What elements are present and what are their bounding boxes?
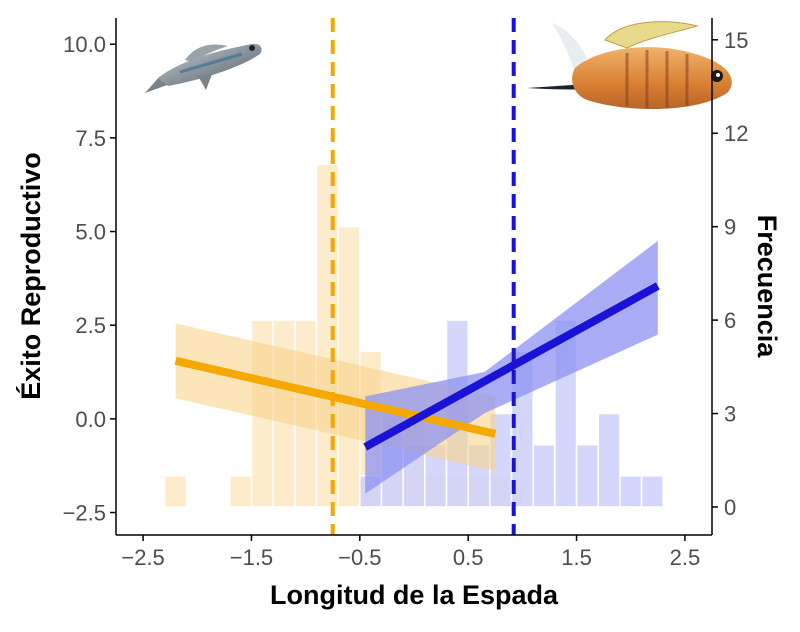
- y-left-tick-label: 5.0: [75, 220, 106, 245]
- y-left-tick-label: −2.5: [63, 501, 106, 526]
- y-right-tick-label: 12: [724, 121, 748, 146]
- x-tick-label: −1.5: [230, 545, 273, 570]
- histogram-bar-1-10: [575, 443, 599, 508]
- histogram-bar-1-13: [640, 475, 664, 508]
- gray-fish-icon: [145, 43, 262, 93]
- fit-lines: [174, 282, 660, 451]
- y-left-tick-label: 0.0: [75, 407, 106, 432]
- x-tick-label: 2.5: [670, 545, 701, 570]
- x-ticks: −2.5 −1.5 −0.5 0.5 1.5 2.5: [121, 535, 700, 570]
- x-tick-label: 0.5: [453, 545, 484, 570]
- histogram-bar-0-1: [229, 475, 253, 508]
- fit-line-1: [363, 282, 660, 451]
- y-right-ticks: 0 3 6 9 12 15: [712, 28, 748, 520]
- histogram-bar-1-12: [619, 475, 643, 508]
- y-right-tick-label: 9: [724, 215, 736, 240]
- x-tick-label: −0.5: [338, 545, 381, 570]
- y-left-tick-label: 7.5: [75, 126, 106, 151]
- x-axis-title: Longitud de la Espada: [270, 580, 559, 610]
- histogram-bar-1-8: [532, 443, 556, 508]
- histogram-bar-0-0: [164, 475, 188, 508]
- histogram-bar-1-11: [597, 412, 621, 508]
- mean-lines: [330, 18, 516, 535]
- y-left-tick-label: 2.5: [75, 313, 106, 338]
- y-left-ticks: −2.5 0.0 2.5 5.0 7.5 10.0: [63, 32, 116, 526]
- fit-line-0: [174, 356, 497, 438]
- x-tick-label: −2.5: [121, 545, 164, 570]
- y-right-axis-title: Frecuencia: [752, 215, 782, 359]
- x-tick-label: 1.5: [561, 545, 592, 570]
- histogram-bar-0-5: [315, 163, 339, 508]
- y-right-tick-label: 0: [724, 495, 736, 520]
- y-left-axis-title: Éxito Reproductivo: [15, 152, 46, 400]
- axes: [115, 18, 713, 536]
- y-left-tick-label: 10.0: [63, 32, 106, 57]
- y-right-tick-label: 3: [724, 402, 736, 427]
- orange-fish-icon: [527, 21, 732, 110]
- y-right-tick-label: 15: [724, 28, 748, 53]
- y-right-tick-label: 6: [724, 308, 736, 333]
